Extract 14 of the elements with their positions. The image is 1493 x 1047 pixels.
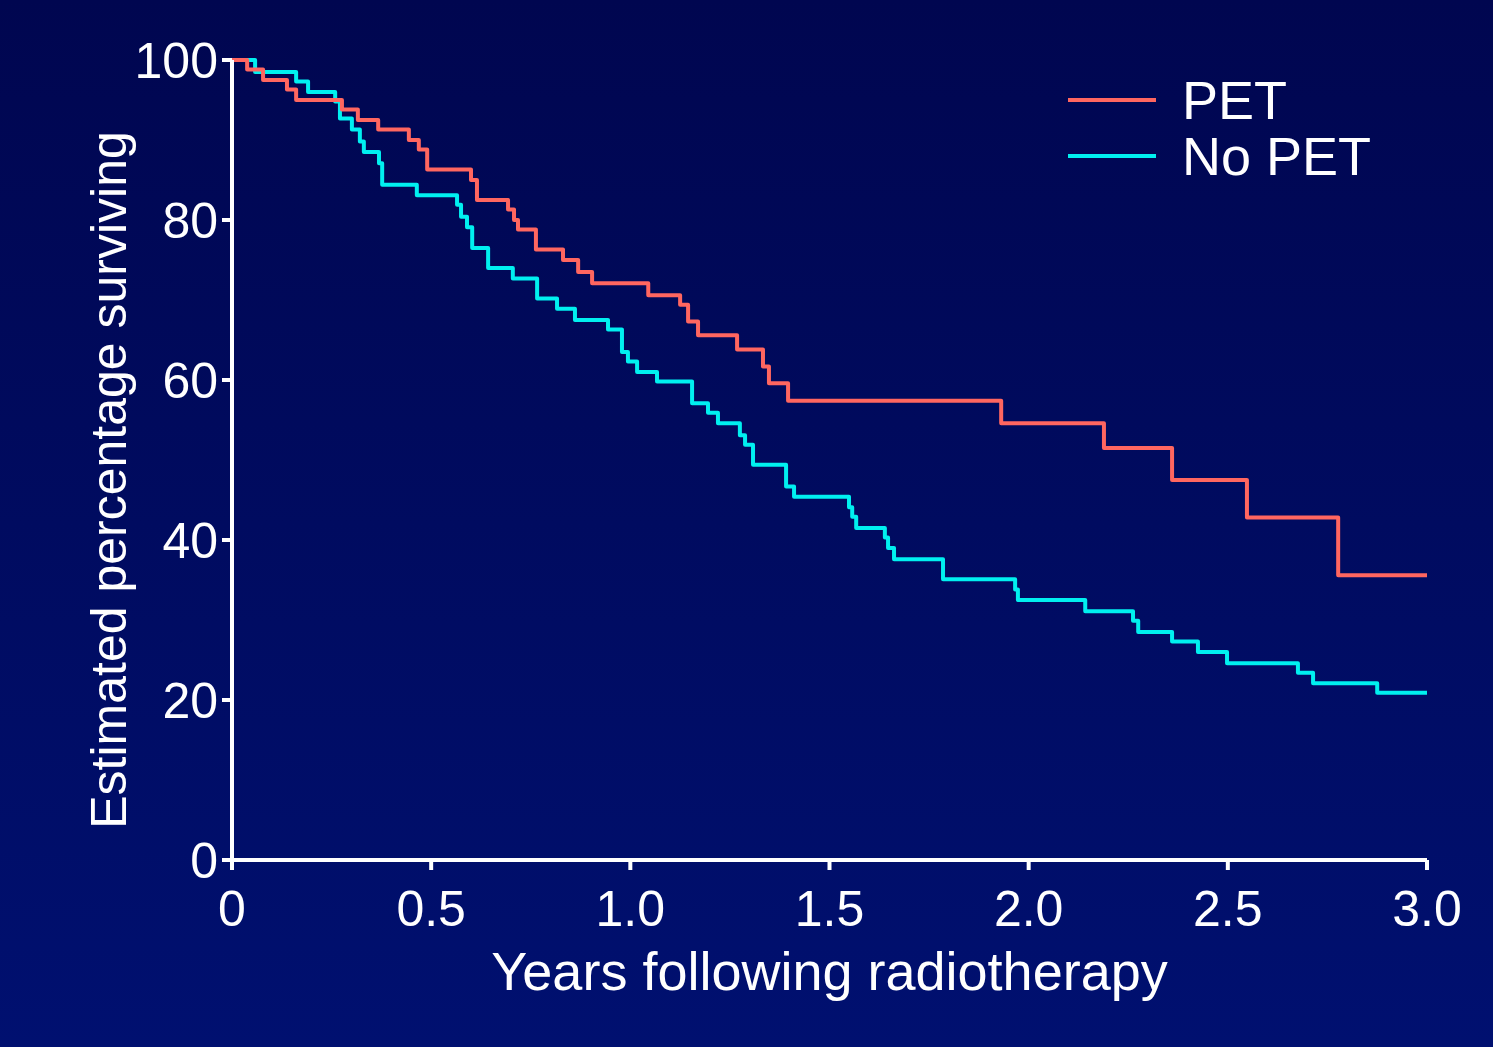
x-tick-label: 1.5 (794, 881, 865, 937)
x-tick-label: 0.5 (396, 881, 466, 937)
x-axis-title: Years following radiotherapy (491, 941, 1168, 1001)
x-tick-label: 1.0 (595, 881, 666, 937)
x-tick-label: 2.5 (1193, 881, 1263, 937)
y-tick-label: 0 (190, 832, 218, 889)
y-tick-label: 20 (162, 672, 218, 729)
y-tick-label: 40 (162, 512, 218, 569)
y-tick-label: 80 (162, 192, 218, 249)
y-axis-title: Estimated percentage surviving (81, 131, 137, 829)
y-tick-label: 100 (134, 32, 218, 89)
x-tick-label: 3.0 (1392, 881, 1462, 937)
y-tick-label: 60 (162, 352, 218, 409)
x-tick-label: 2.0 (993, 881, 1064, 937)
